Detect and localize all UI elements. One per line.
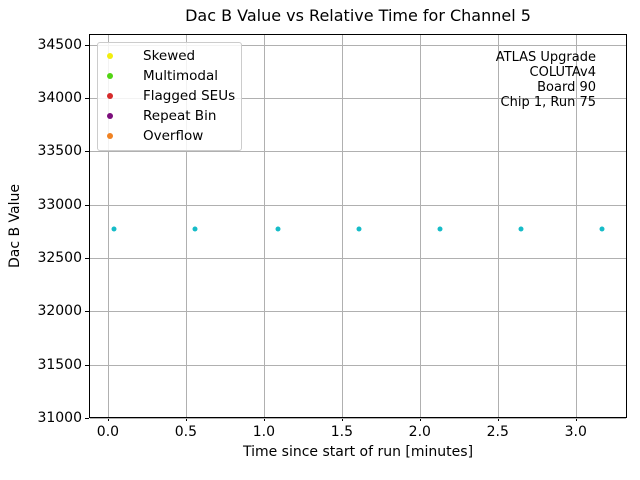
x-gridline bbox=[263, 35, 265, 417]
legend-row: Skewed bbox=[98, 46, 241, 66]
legend-row: Multimodal bbox=[98, 66, 241, 86]
x-gridline bbox=[107, 35, 109, 417]
chart-title: Dac B Value vs Relative Time for Channel… bbox=[185, 6, 531, 25]
x-tick-mark bbox=[185, 417, 187, 421]
x-axis-label: Time since start of run [minutes] bbox=[242, 444, 474, 460]
y-tick-label: 34000 bbox=[37, 89, 82, 106]
y-tick-label: 34500 bbox=[37, 36, 82, 53]
y-tick-mark bbox=[85, 44, 89, 46]
y-tick-mark bbox=[85, 364, 89, 366]
x-tick-mark bbox=[263, 417, 265, 421]
plot-area: Skewed Multimodal Flagged SEUs Repeat Bin Ov… bbox=[37, 34, 627, 440]
x-tick-mark bbox=[497, 417, 499, 421]
x-tick-mark bbox=[575, 417, 577, 421]
y-gridline bbox=[90, 97, 626, 99]
y-gridline bbox=[90, 151, 626, 153]
data-point bbox=[192, 226, 198, 232]
data-point bbox=[275, 226, 281, 232]
y-gridline bbox=[90, 364, 626, 366]
x-tick-label: 0.5 bbox=[174, 424, 198, 440]
data-point bbox=[111, 226, 117, 232]
legend-marker-icon bbox=[107, 133, 113, 139]
data-point bbox=[437, 226, 443, 232]
legend-label: Flagged SEUs bbox=[143, 88, 236, 104]
x-gridline bbox=[575, 35, 577, 417]
x-gridline bbox=[185, 35, 187, 417]
y-tick-mark bbox=[85, 311, 89, 313]
x-gridline bbox=[497, 35, 499, 417]
x-tick-label: 2.0 bbox=[408, 424, 431, 440]
legend-marker-icon bbox=[107, 73, 113, 79]
x-tick-label: 3.0 bbox=[564, 424, 587, 440]
x-tick-label: 0.0 bbox=[96, 424, 120, 440]
y-tick-mark bbox=[85, 97, 89, 99]
y-axis-label: Dac B Value bbox=[7, 184, 23, 269]
x-tick-mark bbox=[341, 417, 343, 421]
y-tick-label: 32000 bbox=[37, 303, 82, 320]
legend-row: Repeat Bin bbox=[98, 106, 241, 126]
x-gridline bbox=[419, 35, 421, 417]
x-tick-label: 1.5 bbox=[330, 424, 353, 440]
data-point bbox=[599, 226, 605, 232]
x-gridline bbox=[341, 35, 343, 417]
annotation-line: Chip 1, Run 75 bbox=[500, 95, 596, 110]
x-tick-mark bbox=[107, 417, 109, 421]
legend-label: Overflow bbox=[143, 128, 204, 144]
y-gridline bbox=[90, 204, 626, 206]
y-tick-label: 33000 bbox=[37, 196, 82, 213]
y-tick-label: 31500 bbox=[37, 356, 82, 373]
y-tick-mark bbox=[85, 151, 89, 153]
y-tick-mark bbox=[85, 257, 89, 259]
legend-marker-icon bbox=[107, 113, 113, 119]
y-gridline bbox=[90, 417, 626, 419]
legend-row: Overflow bbox=[98, 126, 241, 146]
x-tick-mark bbox=[419, 417, 421, 421]
legend-label: Multimodal bbox=[143, 68, 219, 84]
legend-marker-icon bbox=[107, 93, 113, 99]
annotation-line: COLUTAv4 bbox=[529, 65, 596, 80]
y-gridline bbox=[90, 44, 626, 46]
y-tick-label: 32500 bbox=[37, 249, 82, 266]
annotation-line: ATLAS Upgrade bbox=[495, 50, 596, 65]
y-gridline bbox=[90, 311, 626, 313]
legend: Skewed Multimodal Flagged SEUs Repeat Bin Ov… bbox=[97, 42, 242, 151]
y-tick-label: 31000 bbox=[37, 409, 82, 426]
legend-label: Repeat Bin bbox=[143, 108, 217, 124]
legend-label: Skewed bbox=[143, 48, 196, 64]
data-point bbox=[356, 226, 362, 232]
y-tick-label: 33500 bbox=[37, 143, 82, 160]
annotation-block: ATLAS Upgrade COLUTAv4 Board 90 Chip 1, Run… bbox=[496, 50, 596, 110]
annotation-line: Board 90 bbox=[537, 80, 596, 95]
x-tick-label: 2.5 bbox=[486, 424, 509, 440]
y-tick-mark bbox=[85, 204, 89, 206]
legend-row: Flagged SEUs bbox=[98, 86, 241, 106]
legend-marker-icon bbox=[107, 53, 113, 59]
y-tick-mark bbox=[85, 417, 89, 419]
y-gridline bbox=[90, 257, 626, 259]
data-point bbox=[518, 226, 524, 232]
x-tick-label: 1.0 bbox=[252, 424, 276, 440]
